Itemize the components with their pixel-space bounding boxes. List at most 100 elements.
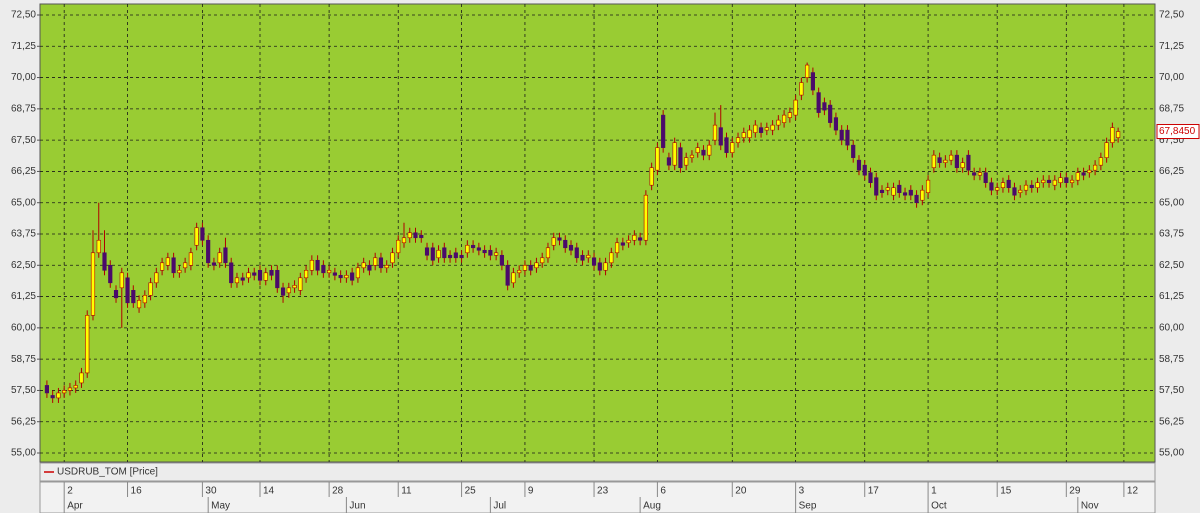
- candle-body: [718, 127, 723, 146]
- x-tick-label: 23: [597, 486, 609, 497]
- y2-tick-label: 70,00: [1159, 72, 1184, 83]
- candle-body: [741, 132, 746, 138]
- candle-body: [897, 184, 902, 194]
- candle-body: [223, 247, 228, 264]
- y2-tick-label: 58,75: [1159, 354, 1184, 365]
- candle-body: [885, 187, 890, 191]
- candle-body: [995, 187, 1000, 191]
- y-tick-label: 68,75: [11, 103, 36, 114]
- candle-body: [563, 239, 568, 249]
- candle-body: [367, 264, 372, 271]
- candle-body: [96, 239, 101, 254]
- candle-body: [712, 124, 718, 141]
- candle-body: [707, 144, 712, 156]
- legend-label: USDRUB_TOM [Price]: [57, 467, 158, 478]
- candle-body: [413, 232, 418, 239]
- month-label: May: [211, 501, 230, 512]
- candle-body: [436, 249, 441, 259]
- y-tick-label: 56,25: [11, 416, 36, 427]
- candle-body: [56, 392, 61, 399]
- candle-body: [603, 262, 608, 271]
- candle-body: [753, 124, 758, 133]
- y2-tick-label: 67,50: [1159, 135, 1184, 146]
- candle-body: [517, 269, 522, 274]
- month-label: Jun: [349, 501, 365, 512]
- candle-body: [361, 262, 366, 269]
- candle-body: [730, 142, 735, 153]
- candle-body: [234, 277, 240, 284]
- candle-body: [419, 234, 424, 239]
- candle-body: [1069, 179, 1075, 183]
- candle-body: [471, 244, 476, 249]
- candle-body: [269, 269, 274, 276]
- y-tick-label: 60,00: [11, 322, 36, 333]
- candle-body: [119, 272, 124, 289]
- x-tick-label: 30: [205, 486, 217, 497]
- candle-body: [79, 372, 84, 384]
- candle-body: [154, 272, 159, 284]
- candle-body: [557, 237, 562, 241]
- candle-body: [165, 257, 170, 266]
- candle-body: [661, 114, 666, 148]
- candle-body: [776, 119, 781, 126]
- candle-body: [240, 277, 245, 281]
- candle-body: [839, 129, 844, 141]
- candle-body: [476, 247, 481, 251]
- candle-body: [1098, 157, 1103, 166]
- candle-body: [494, 252, 499, 256]
- candle-body: [960, 162, 965, 168]
- candle-body: [614, 242, 620, 254]
- candle-body: [833, 117, 839, 131]
- month-label: Sep: [799, 501, 817, 512]
- candle-body: [638, 237, 643, 241]
- candle-body: [678, 147, 683, 168]
- candle-body: [465, 244, 470, 254]
- candle-body: [177, 269, 182, 274]
- candle-body: [275, 269, 280, 289]
- candle-body: [966, 154, 971, 171]
- y-tick-label: 67,50: [11, 135, 36, 146]
- candle-body: [1110, 127, 1115, 143]
- candle-body: [574, 247, 579, 259]
- candle-body: [344, 274, 349, 279]
- candle-body: [332, 272, 337, 276]
- candle-body: [534, 262, 539, 269]
- candle-body: [609, 252, 614, 264]
- candle-body: [914, 194, 919, 204]
- candle-body: [1023, 184, 1029, 191]
- y-tick-label: 57,50: [11, 385, 36, 396]
- candle-body: [1058, 177, 1063, 183]
- candle-body: [810, 72, 815, 91]
- candle-body: [937, 157, 942, 163]
- plot-area: [39, 3, 1156, 463]
- x-axis: [39, 481, 1156, 513]
- candle-body: [770, 124, 775, 131]
- candle-body: [822, 102, 827, 111]
- candle-body: [217, 252, 222, 264]
- candle-body: [528, 264, 533, 271]
- candle-body: [327, 269, 332, 274]
- y2-tick-label: 55,00: [1159, 448, 1184, 459]
- candle-body: [943, 159, 948, 163]
- candle-body: [350, 272, 355, 281]
- candle-body: [632, 234, 637, 241]
- candle-body: [396, 239, 401, 254]
- candle-body: [200, 227, 205, 241]
- candle-body: [321, 264, 326, 274]
- candle-body: [44, 385, 49, 394]
- candle-body: [666, 157, 672, 166]
- y2-tick-label: 71,25: [1159, 41, 1184, 52]
- candle-body: [597, 262, 602, 271]
- candle-body: [257, 269, 263, 281]
- candle-body: [246, 272, 251, 279]
- candle-body: [315, 259, 320, 271]
- month-label: Jul: [493, 501, 506, 512]
- y2-tick-label: 63,75: [1159, 229, 1184, 240]
- candle-body: [684, 157, 689, 166]
- y-tick-label: 70,00: [11, 72, 36, 83]
- candle-body: [1000, 182, 1006, 188]
- last-price-label: 67,8450: [1159, 126, 1196, 137]
- candle-body: [482, 249, 487, 254]
